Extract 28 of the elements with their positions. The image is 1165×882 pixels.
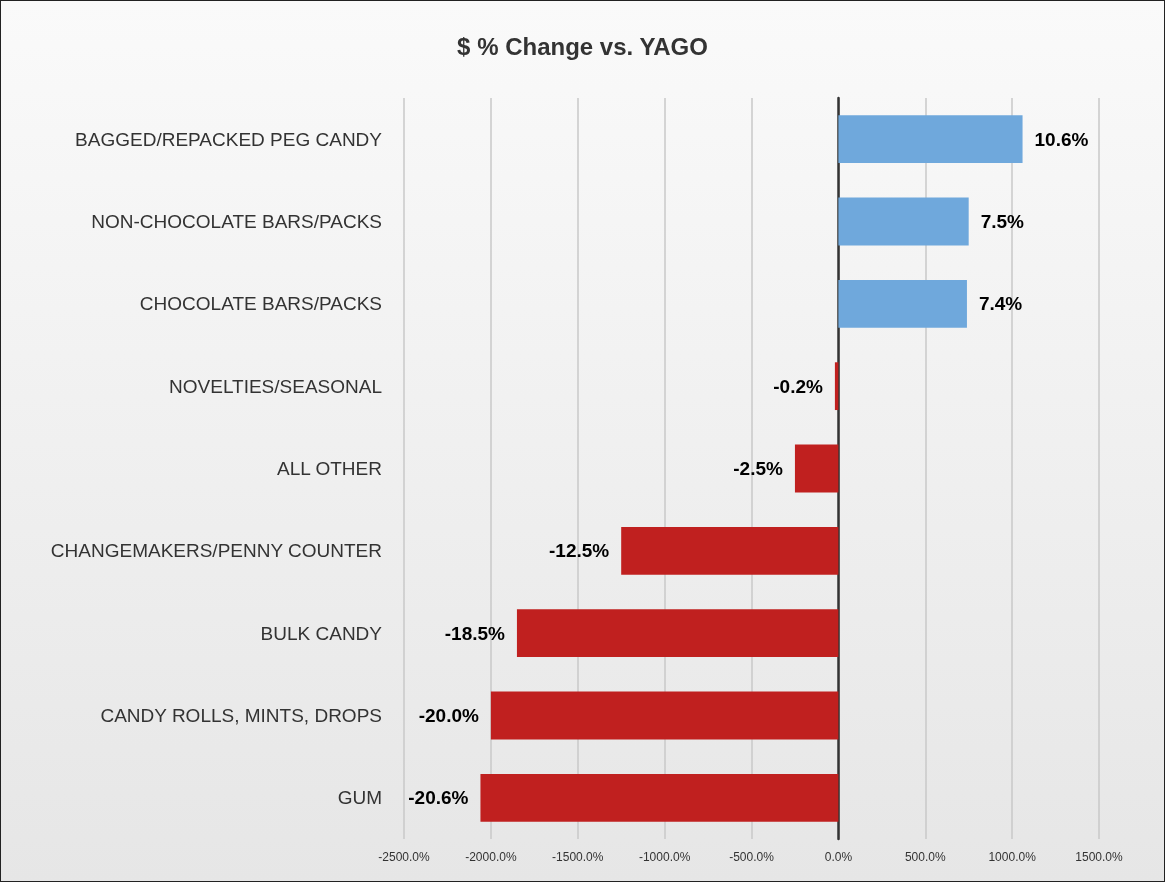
x-tick-label: -1500.0% [552,850,604,864]
data-label: -12.5% [548,540,610,562]
y-tick-label: NON-CHOCOLATE BARS/PACKS [91,211,382,232]
y-tick-label: CHOCOLATE BARS/PACKS [139,293,382,315]
x-tick-label: -2500.0% [378,850,431,864]
x-tick-label: 500.0% [904,850,946,864]
x-tick-label: -2000.0% [465,850,517,864]
x-tick-label: 0.0% [824,850,853,864]
y-tick-label: BAGGED/REPACKED PEG CANDY [75,128,383,150]
y-tick-label: CANDY ROLLS, MINTS, DROPS [100,705,382,726]
y-tick-label: NOVELTIES/SEASONAL [169,375,382,397]
x-tick-label: 1000.0% [988,850,1037,864]
data-label: 7.4% [978,293,1023,315]
y-tick-label: CHANGEMAKERS/PENNY COUNTER [50,540,382,562]
chart-title: $ % Change vs. YAGO [457,32,708,60]
x-tick-label: -500.0% [729,850,775,864]
y-tick-label: BULK CANDY [260,622,383,644]
data-label: -0.2% [773,375,823,397]
x-tick-label: 1500.0% [1075,850,1124,864]
y-tick-label: GUM [337,787,382,809]
data-label: 10.6% [1034,128,1089,150]
data-label: -2.5% [733,458,784,479]
data-label: -18.5% [444,622,506,644]
data-label: -20.0% [418,705,479,726]
y-tick-label: ALL OTHER [277,458,382,479]
data-label: 7.5% [980,211,1025,232]
data-label: -20.6% [408,787,469,809]
x-tick-label: -1000.0% [638,850,691,864]
